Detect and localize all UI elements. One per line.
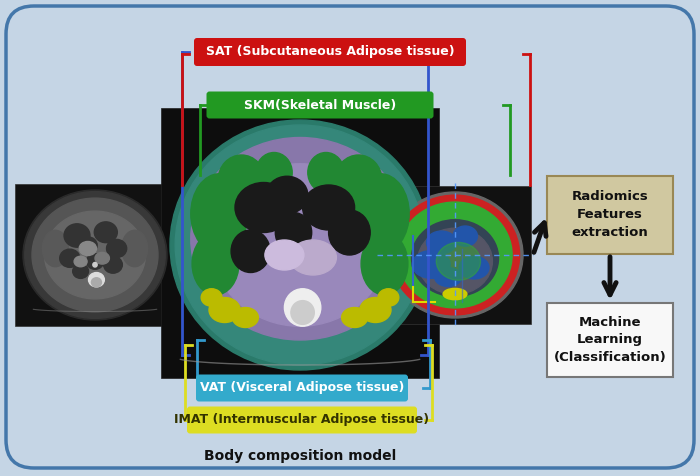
Ellipse shape xyxy=(328,210,370,255)
Ellipse shape xyxy=(43,230,69,267)
Ellipse shape xyxy=(426,231,456,254)
Ellipse shape xyxy=(192,232,239,295)
FancyBboxPatch shape xyxy=(196,375,408,401)
Ellipse shape xyxy=(64,224,90,247)
FancyBboxPatch shape xyxy=(379,186,531,324)
Ellipse shape xyxy=(360,298,391,323)
Ellipse shape xyxy=(352,174,410,254)
Ellipse shape xyxy=(45,211,146,299)
Text: VAT (Visceral Adipose tissue): VAT (Visceral Adipose tissue) xyxy=(199,381,404,395)
Ellipse shape xyxy=(459,256,489,279)
Ellipse shape xyxy=(94,222,118,243)
Ellipse shape xyxy=(95,252,109,264)
Ellipse shape xyxy=(361,232,408,295)
Ellipse shape xyxy=(391,195,519,315)
Ellipse shape xyxy=(78,237,97,254)
Ellipse shape xyxy=(418,228,492,294)
Ellipse shape xyxy=(209,298,240,323)
Ellipse shape xyxy=(275,212,312,252)
Text: SKM(Skeletal Muscle): SKM(Skeletal Muscle) xyxy=(244,99,396,111)
Ellipse shape xyxy=(191,138,410,340)
Ellipse shape xyxy=(212,164,388,326)
Text: SAT (Subcutaneous Adipose tissue): SAT (Subcutaneous Adipose tissue) xyxy=(206,46,454,59)
Ellipse shape xyxy=(104,256,122,273)
FancyBboxPatch shape xyxy=(6,6,694,468)
FancyBboxPatch shape xyxy=(547,303,673,377)
Ellipse shape xyxy=(25,192,165,318)
Ellipse shape xyxy=(256,152,292,192)
Ellipse shape xyxy=(266,176,308,214)
Ellipse shape xyxy=(436,242,480,280)
Ellipse shape xyxy=(291,301,314,324)
FancyBboxPatch shape xyxy=(206,91,433,119)
Ellipse shape xyxy=(412,250,450,278)
Ellipse shape xyxy=(231,230,270,272)
Ellipse shape xyxy=(122,230,148,267)
Ellipse shape xyxy=(302,185,355,230)
Ellipse shape xyxy=(32,198,158,312)
Ellipse shape xyxy=(398,202,512,308)
Ellipse shape xyxy=(201,289,222,306)
Ellipse shape xyxy=(443,288,467,300)
FancyBboxPatch shape xyxy=(161,108,439,378)
Text: IMAT (Intermuscular Adipose tissue): IMAT (Intermuscular Adipose tissue) xyxy=(174,414,430,426)
Ellipse shape xyxy=(412,220,498,297)
Ellipse shape xyxy=(88,273,104,287)
Ellipse shape xyxy=(93,262,97,267)
FancyBboxPatch shape xyxy=(15,184,175,326)
Ellipse shape xyxy=(235,182,292,232)
Text: Body composition model: Body composition model xyxy=(204,449,396,463)
Text: Radiomics
Features
extraction: Radiomics Features extraction xyxy=(572,190,648,239)
Ellipse shape xyxy=(79,241,97,256)
Ellipse shape xyxy=(453,226,477,246)
Ellipse shape xyxy=(335,155,382,205)
Ellipse shape xyxy=(86,254,104,269)
Ellipse shape xyxy=(290,240,337,275)
Ellipse shape xyxy=(342,307,368,327)
Ellipse shape xyxy=(232,307,258,327)
FancyBboxPatch shape xyxy=(547,176,673,254)
Ellipse shape xyxy=(170,120,430,370)
Ellipse shape xyxy=(218,155,265,205)
Ellipse shape xyxy=(284,289,321,326)
Ellipse shape xyxy=(308,152,344,192)
Ellipse shape xyxy=(435,268,462,287)
Ellipse shape xyxy=(60,249,80,268)
Text: Machine
Learning
(Classification): Machine Learning (Classification) xyxy=(554,316,666,365)
Ellipse shape xyxy=(265,240,304,270)
Ellipse shape xyxy=(175,125,425,365)
Ellipse shape xyxy=(191,174,248,254)
Ellipse shape xyxy=(23,190,167,320)
Ellipse shape xyxy=(387,192,523,318)
Ellipse shape xyxy=(106,239,127,258)
FancyBboxPatch shape xyxy=(194,38,466,66)
Ellipse shape xyxy=(73,264,88,278)
Ellipse shape xyxy=(74,256,87,267)
Ellipse shape xyxy=(92,278,102,287)
Ellipse shape xyxy=(378,289,399,306)
FancyBboxPatch shape xyxy=(187,407,417,434)
